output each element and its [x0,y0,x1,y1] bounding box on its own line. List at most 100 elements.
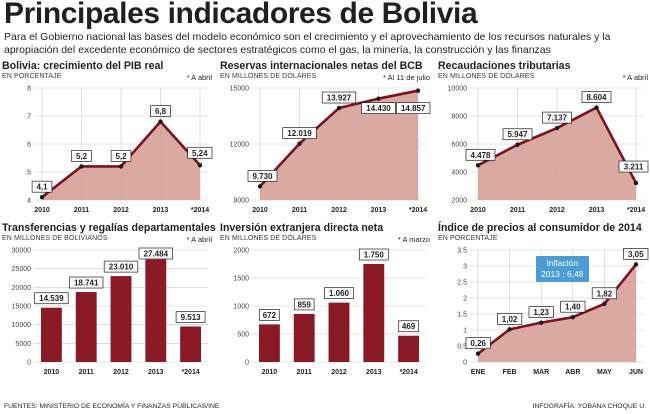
y-tick-label: 4 [27,198,31,205]
y-tick-label: 4000 [451,170,467,177]
y-tick-label: 15000 [12,304,32,311]
data-label: 4.478 [470,151,491,160]
chart-note: * A marzo [397,235,430,244]
data-label: 469 [402,322,416,331]
bar [258,324,280,362]
data-point [633,180,639,186]
data-label: 8.604 [586,93,607,102]
bar [363,264,385,362]
x-tick-label: 2013 [366,369,382,376]
data-label-box [502,128,533,141]
y-tick-label: 0.5 [457,344,467,351]
data-label-box [103,260,139,273]
data-point [475,351,481,356]
x-tick-label: JUN [629,369,643,376]
data-label-box [497,313,523,325]
data-label-box [618,160,649,173]
inflation-callout: Inflación 2013 : 6,48 [536,256,589,282]
y-tick-label: 3.5 [457,248,467,255]
data-label-box [465,148,496,161]
y-tick-label: 2 [463,296,467,303]
y-tick-label: 0 [245,360,249,367]
data-label: 5,2 [115,152,127,161]
data-label: 14.539 [39,294,64,303]
data-label: 3,05 [628,250,644,259]
data-label-box [31,180,53,193]
data-label-box [465,337,491,350]
data-point [602,301,607,306]
x-tick-label: 2012 [331,207,347,214]
data-label: 1,40 [565,303,581,312]
data-label-box [528,306,554,318]
y-tick-label: 6000 [451,142,467,149]
y-tick-label: 2000 [451,198,467,205]
x-tick-label: 2010 [252,207,268,214]
chart-plot: 0 0.5 1 1.5 2 2.5 3 3.5 0,26 1,02 1,23 1,40 1,82 3,05… [457,248,649,376]
y-tick-label: 2.5 [457,280,467,287]
data-label: 9.513 [181,313,202,322]
chart-plot: 0 500 1000 1500 2000 672 2010 859 2011 1.060 2012 1… [233,248,426,376]
chart-note: * A abril [186,235,212,244]
x-tick-label: 2011 [74,207,89,214]
x-tick-label: 2012 [331,369,347,376]
chart-title: Reservas internacionales netas del BCB [220,60,423,72]
foreign-investment-chart: Inversión extranjera directa neta EN MILL… [220,222,432,384]
data-label: 1,82 [597,289,613,298]
y-tick-label: 10000 [12,322,32,329]
bar [398,335,420,362]
chart-title: Índice de precios al consumidor de 2014 [438,222,642,234]
chart-plot: 0 5000 10000 15000 20000 25000 30000 14.539 2010… [12,248,208,376]
data-label: 14.430 [366,104,391,113]
data-point [376,96,381,101]
data-label-box [581,91,612,103]
chart-title: Transferencias y regalías departamentale… [2,222,216,234]
y-tick-label: 8000 [451,114,467,121]
chart-note: * A abril [622,73,648,82]
data-point [197,163,203,168]
data-label-box [175,311,206,323]
intro-text: Para el Gobierno nacional las bases del … [4,31,611,56]
data-point [633,262,639,267]
y-tick-label: 9000 [233,198,249,205]
chart-plot: 2000 4000 6000 8000 10000 4.478 5.947 7.137 8.60… [448,86,649,214]
y-tick-label: 3 [463,264,467,271]
bar [180,326,202,362]
x-tick-label: 2013 [589,207,605,214]
data-label: 5.947 [507,130,528,139]
data-point [257,184,263,189]
data-point [515,142,520,147]
data-label: 23.010 [109,263,134,272]
y-tick-label: 0 [27,360,31,367]
y-tick-label: 20000 [12,285,32,292]
data-label: 672 [263,311,277,320]
x-tick-label: 2010 [34,207,50,214]
data-label-box [560,300,586,313]
y-tick-label: 25000 [12,266,32,273]
data-label: 1,23 [533,308,549,317]
data-point [297,141,302,146]
y-tick-label: 2000 [233,248,249,255]
data-label-box [293,298,315,311]
data-label-box [321,91,357,104]
chart-unit-label: EN PORCENTAJE [438,235,498,242]
bar [110,276,132,362]
y-tick-label: 0 [463,360,467,367]
bar [145,259,167,362]
data-point [554,125,560,131]
data-label: 27.484 [144,250,169,259]
x-tick-label: 2010 [470,207,486,214]
data-label: 1.060 [329,289,350,298]
data-point [79,164,84,169]
sources-note: FUENTES: MINISTERIO DE ECONOMÍA Y FINANZ… [4,403,220,410]
data-label: 9.730 [252,172,273,181]
chart-title: Recaudaciones tributarias [438,60,571,72]
bcb-reserves-chart: Reservas internacionales netas del BCB EN… [220,60,432,222]
y-tick-label: 6 [27,142,31,149]
data-label-box [69,276,104,289]
x-tick-label: 2013 [148,369,164,376]
y-tick-label: 8 [27,86,31,93]
y-tick-label: 1.5 [457,312,467,319]
chart-title: Bolivia: crecimiento del PIB real [2,60,164,72]
page-title: Principales indicadores de Bolivia [4,0,478,30]
chart-plot: 9000 12000 15000 9.730 12.019 13.927 14.430 14.… [230,86,431,214]
